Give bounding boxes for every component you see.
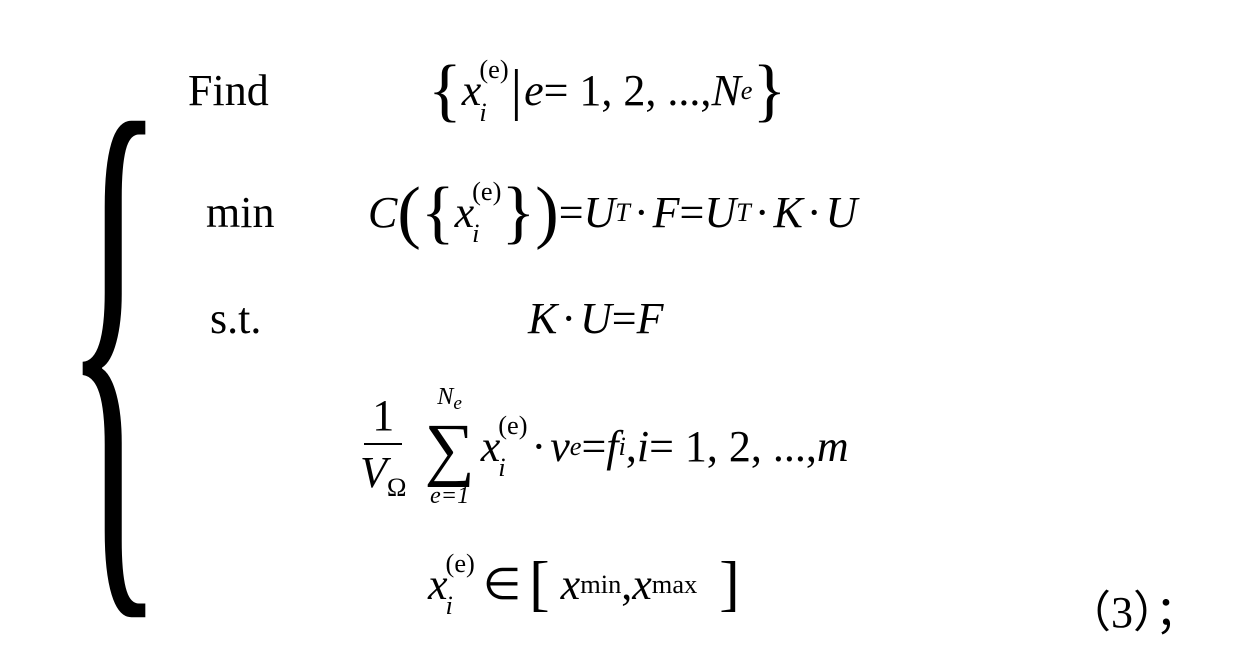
sigma-icon: ∑: [425, 414, 475, 484]
c-i: i: [637, 421, 649, 472]
V-sub: Ω: [387, 472, 407, 502]
equation-rows: Find { x (e) i | e = 1, 2, ..., N e } mi…: [188, 20, 857, 650]
min-content: C ( { x (e) i } ) = U T · F = U T · K: [368, 172, 857, 253]
c-f: f: [606, 421, 618, 472]
equation-system: { Find { x (e) i | e = 1, 2, ..., N e }: [30, 20, 857, 650]
U1-sup: T: [615, 197, 630, 228]
c-m: m: [817, 421, 849, 472]
st-dot: ·: [561, 293, 576, 344]
var-x-sup: (e): [479, 56, 508, 82]
min-x-sup: (e): [472, 178, 501, 204]
find-label: Find: [188, 65, 368, 116]
V: V: [360, 448, 387, 497]
row-min: min C ( { x (e) i } ) = U T · F = U T: [188, 172, 857, 253]
set-close-2: }: [501, 172, 535, 253]
N: N: [711, 65, 740, 116]
U2-sup: T: [736, 197, 751, 228]
U2: U: [704, 187, 736, 238]
frac-1-V: 1 VΩ: [352, 390, 415, 504]
st-F: F: [637, 293, 664, 344]
st-K: K: [528, 293, 557, 344]
c-x-scripts: (e) i: [498, 412, 527, 481]
c-f-sub: i: [619, 431, 626, 462]
c-eq: =: [581, 421, 606, 472]
dot1: ·: [634, 187, 649, 238]
sum-N-sub: e: [453, 393, 462, 414]
row-find: Find { x (e) i | e = 1, 2, ..., N e }: [188, 50, 857, 131]
c-dot: ·: [532, 421, 547, 472]
c-v: v: [550, 421, 570, 472]
eq2: =: [680, 187, 705, 238]
st-eq: =: [612, 293, 637, 344]
b-x-scripts: (e) i: [446, 550, 475, 619]
row-constraint: 1 VΩ Ne ∑ e=1 x (e) i ·: [188, 385, 857, 509]
row-st: s.t. K · U = F: [188, 293, 857, 344]
c-x-sup: (e): [498, 412, 527, 438]
left-brace: {: [64, 20, 165, 650]
U3: U: [826, 187, 858, 238]
b-comma: ,: [621, 559, 632, 610]
lbracket: [: [529, 549, 550, 620]
K: K: [773, 187, 802, 238]
st-label: s.t.: [188, 293, 368, 344]
frac-num: 1: [364, 390, 402, 445]
lparen: (: [397, 172, 420, 253]
set-open: {: [428, 50, 462, 131]
b-x-sub: i: [446, 592, 475, 618]
index-e: e: [524, 65, 544, 116]
sum-bot: e=1: [430, 484, 469, 508]
frac-den: VΩ: [352, 445, 415, 504]
xmin: x: [561, 559, 581, 610]
eq1: =: [559, 187, 584, 238]
constraint-content: 1 VΩ Ne ∑ e=1 x (e) i ·: [348, 385, 849, 509]
c-comma: ,: [626, 421, 637, 472]
sum-block: Ne ∑ e=1: [425, 385, 475, 509]
sum-N: N: [437, 383, 453, 410]
rparen: ): [535, 172, 558, 253]
U1: U: [584, 187, 616, 238]
row-bounds: x (e) i ∈ [ x min , x max ]: [188, 549, 857, 620]
dot2: ·: [755, 187, 770, 238]
N-sub: e: [741, 75, 753, 106]
c-x-sub: i: [498, 454, 527, 480]
dot3: ·: [807, 187, 822, 238]
c-v-sub: e: [570, 431, 582, 462]
set-close: }: [753, 50, 787, 131]
xmax: x: [632, 559, 652, 610]
st-U: U: [580, 293, 612, 344]
rbracket: ]: [719, 549, 740, 620]
C: C: [368, 187, 397, 238]
var-x-scripts: (e) i: [479, 56, 508, 125]
min-x-sub: i: [472, 220, 501, 246]
range-text: = 1, 2, ...,: [544, 65, 712, 116]
find-content: { x (e) i | e = 1, 2, ..., N e }: [368, 50, 786, 131]
set-open-2: {: [421, 172, 455, 253]
xmax-sup: max: [652, 569, 697, 600]
var-x-sub: i: [479, 99, 508, 125]
c-range: = 1, 2, ...,: [649, 421, 817, 472]
F1: F: [653, 187, 680, 238]
cond-bar: |: [511, 58, 522, 123]
xmin-sup: min: [580, 569, 621, 600]
st-content: K · U = F: [368, 293, 664, 344]
in-symbol: ∈: [483, 559, 521, 610]
bounds-content: x (e) i ∈ [ x min , x max ]: [368, 549, 740, 620]
min-x-scripts: (e) i: [472, 178, 501, 247]
equation-number: （3）；: [1067, 576, 1199, 640]
min-label: min: [188, 187, 368, 238]
b-x-sup: (e): [446, 550, 475, 576]
